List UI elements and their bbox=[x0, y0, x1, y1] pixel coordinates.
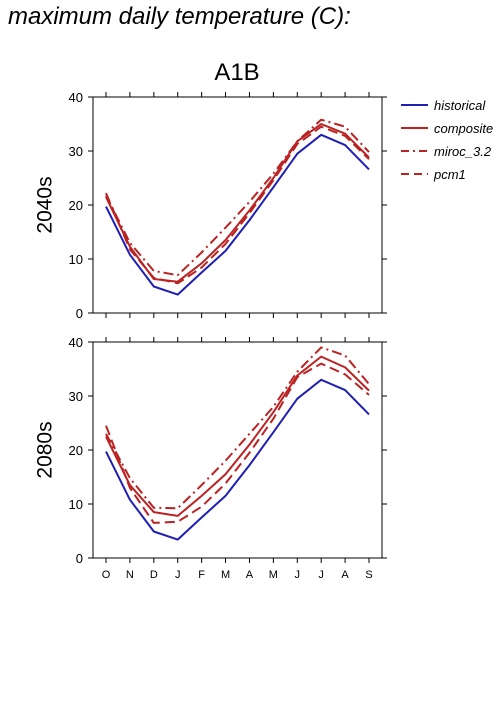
y-tick-label: 40 bbox=[69, 90, 83, 105]
y-tick-label: 10 bbox=[69, 252, 83, 267]
x-tick-label: J bbox=[318, 569, 324, 581]
x-tick-label: M bbox=[221, 569, 230, 581]
scenario-title: A1B bbox=[214, 59, 259, 86]
legend-label: composite bbox=[434, 121, 493, 136]
y-tick-label: 0 bbox=[76, 306, 83, 321]
series-line-historical bbox=[105, 133, 370, 296]
y-tick-label: 40 bbox=[69, 335, 83, 350]
plot-frame bbox=[92, 341, 383, 559]
series-line-miroc-3-2 bbox=[105, 346, 370, 510]
x-tick-label: M bbox=[269, 569, 278, 581]
row-label: 2040s bbox=[34, 176, 57, 233]
series-line-miroc-3-2 bbox=[105, 118, 370, 277]
series-line-historical bbox=[105, 378, 370, 541]
y-tick-label: 10 bbox=[69, 497, 83, 512]
panel-2040s: 0 10 20 30 40 2040s bbox=[34, 90, 387, 321]
x-tick-label: J bbox=[175, 569, 181, 581]
x-tick-label: F bbox=[198, 569, 205, 581]
plot-frame bbox=[92, 96, 383, 314]
y-tick-label: 30 bbox=[69, 144, 83, 159]
series-line-composite bbox=[105, 355, 370, 517]
panel-2080s: 0 10 20 30 40 O N D J F M A M J J A S 2080s bbox=[34, 335, 387, 581]
series-line-pcm1 bbox=[105, 362, 370, 524]
x-tick-label: O bbox=[102, 569, 111, 581]
page-title: maximum daily temperature (C): bbox=[8, 3, 351, 30]
x-tick-label: S bbox=[365, 569, 372, 581]
legend-label: historical bbox=[434, 98, 486, 113]
y-tick-label: 20 bbox=[69, 443, 83, 458]
x-tick-label: D bbox=[150, 569, 158, 581]
legend: historical composite miroc_3.2 pcm1 bbox=[401, 98, 493, 182]
y-tick-label: 20 bbox=[69, 198, 83, 213]
series-line-pcm1 bbox=[105, 125, 370, 285]
y-tick-label: 0 bbox=[76, 551, 83, 566]
x-tick-label: J bbox=[295, 569, 301, 581]
row-label: 2080s bbox=[34, 421, 57, 478]
x-tick-label: N bbox=[126, 569, 134, 581]
x-tick-label: A bbox=[246, 569, 254, 581]
legend-label: miroc_3.2 bbox=[434, 144, 492, 159]
legend-label: pcm1 bbox=[433, 167, 466, 182]
x-tick-label: A bbox=[341, 569, 349, 581]
series-line-composite bbox=[105, 123, 370, 283]
y-tick-label: 30 bbox=[69, 389, 83, 404]
